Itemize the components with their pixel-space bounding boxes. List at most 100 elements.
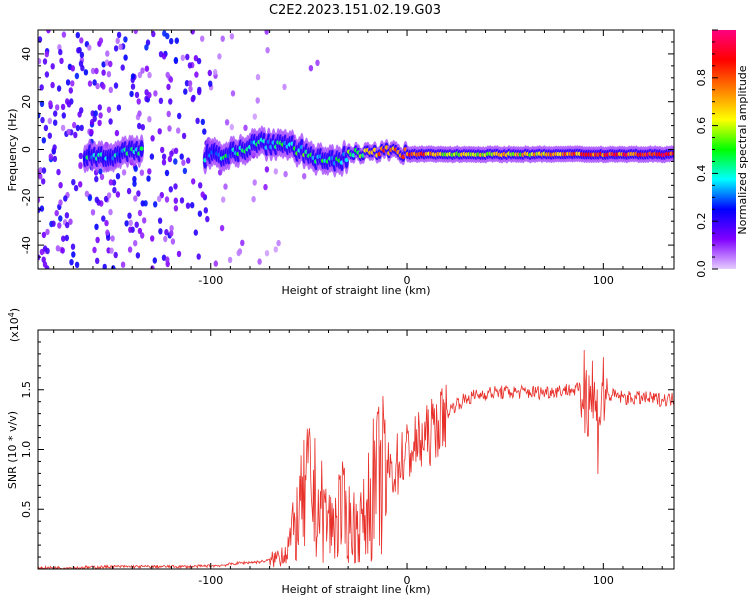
heatmap-cell (185, 53, 190, 61)
snr-series-line (38, 349, 674, 569)
heatmap-cell (344, 157, 349, 163)
heatmap-cell (115, 191, 121, 198)
heatmap-cell (255, 97, 260, 104)
heatmap-cell (106, 192, 112, 199)
heatmap-cell (104, 219, 109, 227)
heatmap-cell (153, 90, 158, 97)
heatmap-cell (167, 155, 173, 163)
heatmap-cell (139, 169, 145, 176)
heatmap-cell (170, 238, 176, 245)
heatmap-cell (161, 153, 167, 160)
heatmap-cell (101, 61, 106, 68)
heatmap-cell (251, 196, 256, 203)
heatmap-cell (42, 58, 48, 65)
heatmap-cell (75, 32, 81, 39)
spectrogram-y-label: Frequency (Hz) (6, 109, 19, 192)
heatmap-cell (252, 179, 257, 186)
heatmap-cell (124, 220, 129, 227)
heatmap-cell (61, 235, 66, 242)
heatmap-cell (139, 146, 144, 151)
heatmap-cell (165, 71, 170, 79)
x-tick-label: 0 (404, 574, 411, 587)
heatmap-cell (57, 44, 62, 51)
heatmap-cell (101, 69, 106, 76)
heatmap-cell (42, 245, 48, 252)
heatmap-cell (147, 71, 152, 79)
snr-x-label: Height of straight line (km) (281, 583, 430, 596)
heatmap-cell (135, 252, 141, 259)
heatmap-cell (120, 64, 125, 71)
heatmap-cell (196, 253, 201, 260)
heatmap-cell (78, 181, 83, 188)
heatmap-cell (98, 168, 103, 175)
heatmap-cell (150, 235, 155, 242)
heatmap-cell (144, 95, 149, 103)
heatmap-cell (103, 195, 109, 203)
heatmap-cell (136, 98, 141, 105)
x-tick-label: 100 (593, 274, 614, 287)
heatmap-cell (165, 256, 170, 263)
heatmap-cell (46, 30, 51, 34)
heatmap-cell (147, 168, 152, 175)
heatmap-cell (120, 261, 126, 268)
heatmap-cell (197, 88, 202, 96)
heatmap-cell (97, 119, 102, 127)
heatmap-cell (114, 129, 120, 137)
heatmap-cell (137, 209, 143, 217)
heatmap-cell (44, 51, 49, 58)
heatmap-cell (39, 84, 44, 91)
y-tick-label: -20 (20, 188, 33, 206)
heatmap-cell (56, 85, 62, 92)
heatmap-cell (71, 251, 76, 258)
heatmap-cell (53, 110, 58, 117)
heatmap-cell (169, 225, 174, 232)
y-tick-label: 1.0 (20, 441, 33, 459)
heatmap-cell (213, 260, 218, 267)
heatmap-cell (161, 254, 167, 261)
heatmap-cell (108, 179, 114, 186)
heatmap-cell (223, 183, 228, 190)
heatmap-cell (200, 35, 205, 42)
heatmap-cell (101, 83, 106, 90)
heatmap-cell (50, 81, 55, 89)
heatmap-cell (213, 69, 218, 76)
x-tick-label: -100 (198, 274, 223, 287)
heatmap-cell (45, 228, 50, 236)
spectrogram-y-ticks: -40 -20 0 20 40 (20, 29, 674, 270)
snr-y-label: SNR (10 * v/v) (6, 411, 19, 489)
heatmap-cell (63, 195, 68, 202)
heatmap-cell (276, 239, 281, 247)
heatmap-cell (273, 246, 278, 253)
heatmap-cell (220, 35, 225, 42)
heatmap-cell (164, 196, 170, 203)
heatmap-cell (110, 235, 115, 242)
heatmap-cell (207, 69, 212, 77)
heatmap-cell (90, 67, 96, 75)
heatmap-cell (187, 62, 193, 69)
heatmap-cell (87, 44, 92, 51)
heatmap-cell (134, 221, 139, 228)
heatmap-cell (137, 110, 142, 117)
heatmap-cell (38, 173, 43, 180)
heatmap-cell (61, 112, 66, 119)
heatmap-cell (99, 173, 105, 181)
heatmap-cell (58, 48, 63, 56)
heatmap-cell (140, 232, 145, 239)
heatmap-cell (41, 231, 47, 239)
heatmap-cell (176, 250, 182, 258)
snr-y-ticks: 0.5 1.0 1.5 (20, 341, 674, 558)
heatmap-cell (56, 168, 61, 176)
heatmap-cell (79, 124, 84, 132)
colorbar-label: Normalized spectral amplitude (736, 65, 749, 234)
heatmap-cell (68, 218, 73, 225)
heatmap-cell (57, 222, 62, 229)
heatmap-cell (227, 256, 233, 264)
heatmap-cell (50, 63, 55, 70)
heatmap-cell (73, 184, 79, 192)
heatmap-cell (145, 39, 151, 46)
y-tick-label: 0 (20, 146, 33, 153)
heatmap-cell (137, 227, 143, 235)
heatmap-cell (229, 123, 234, 131)
heatmap-cell (48, 153, 53, 160)
heatmap-cell (116, 31, 122, 39)
